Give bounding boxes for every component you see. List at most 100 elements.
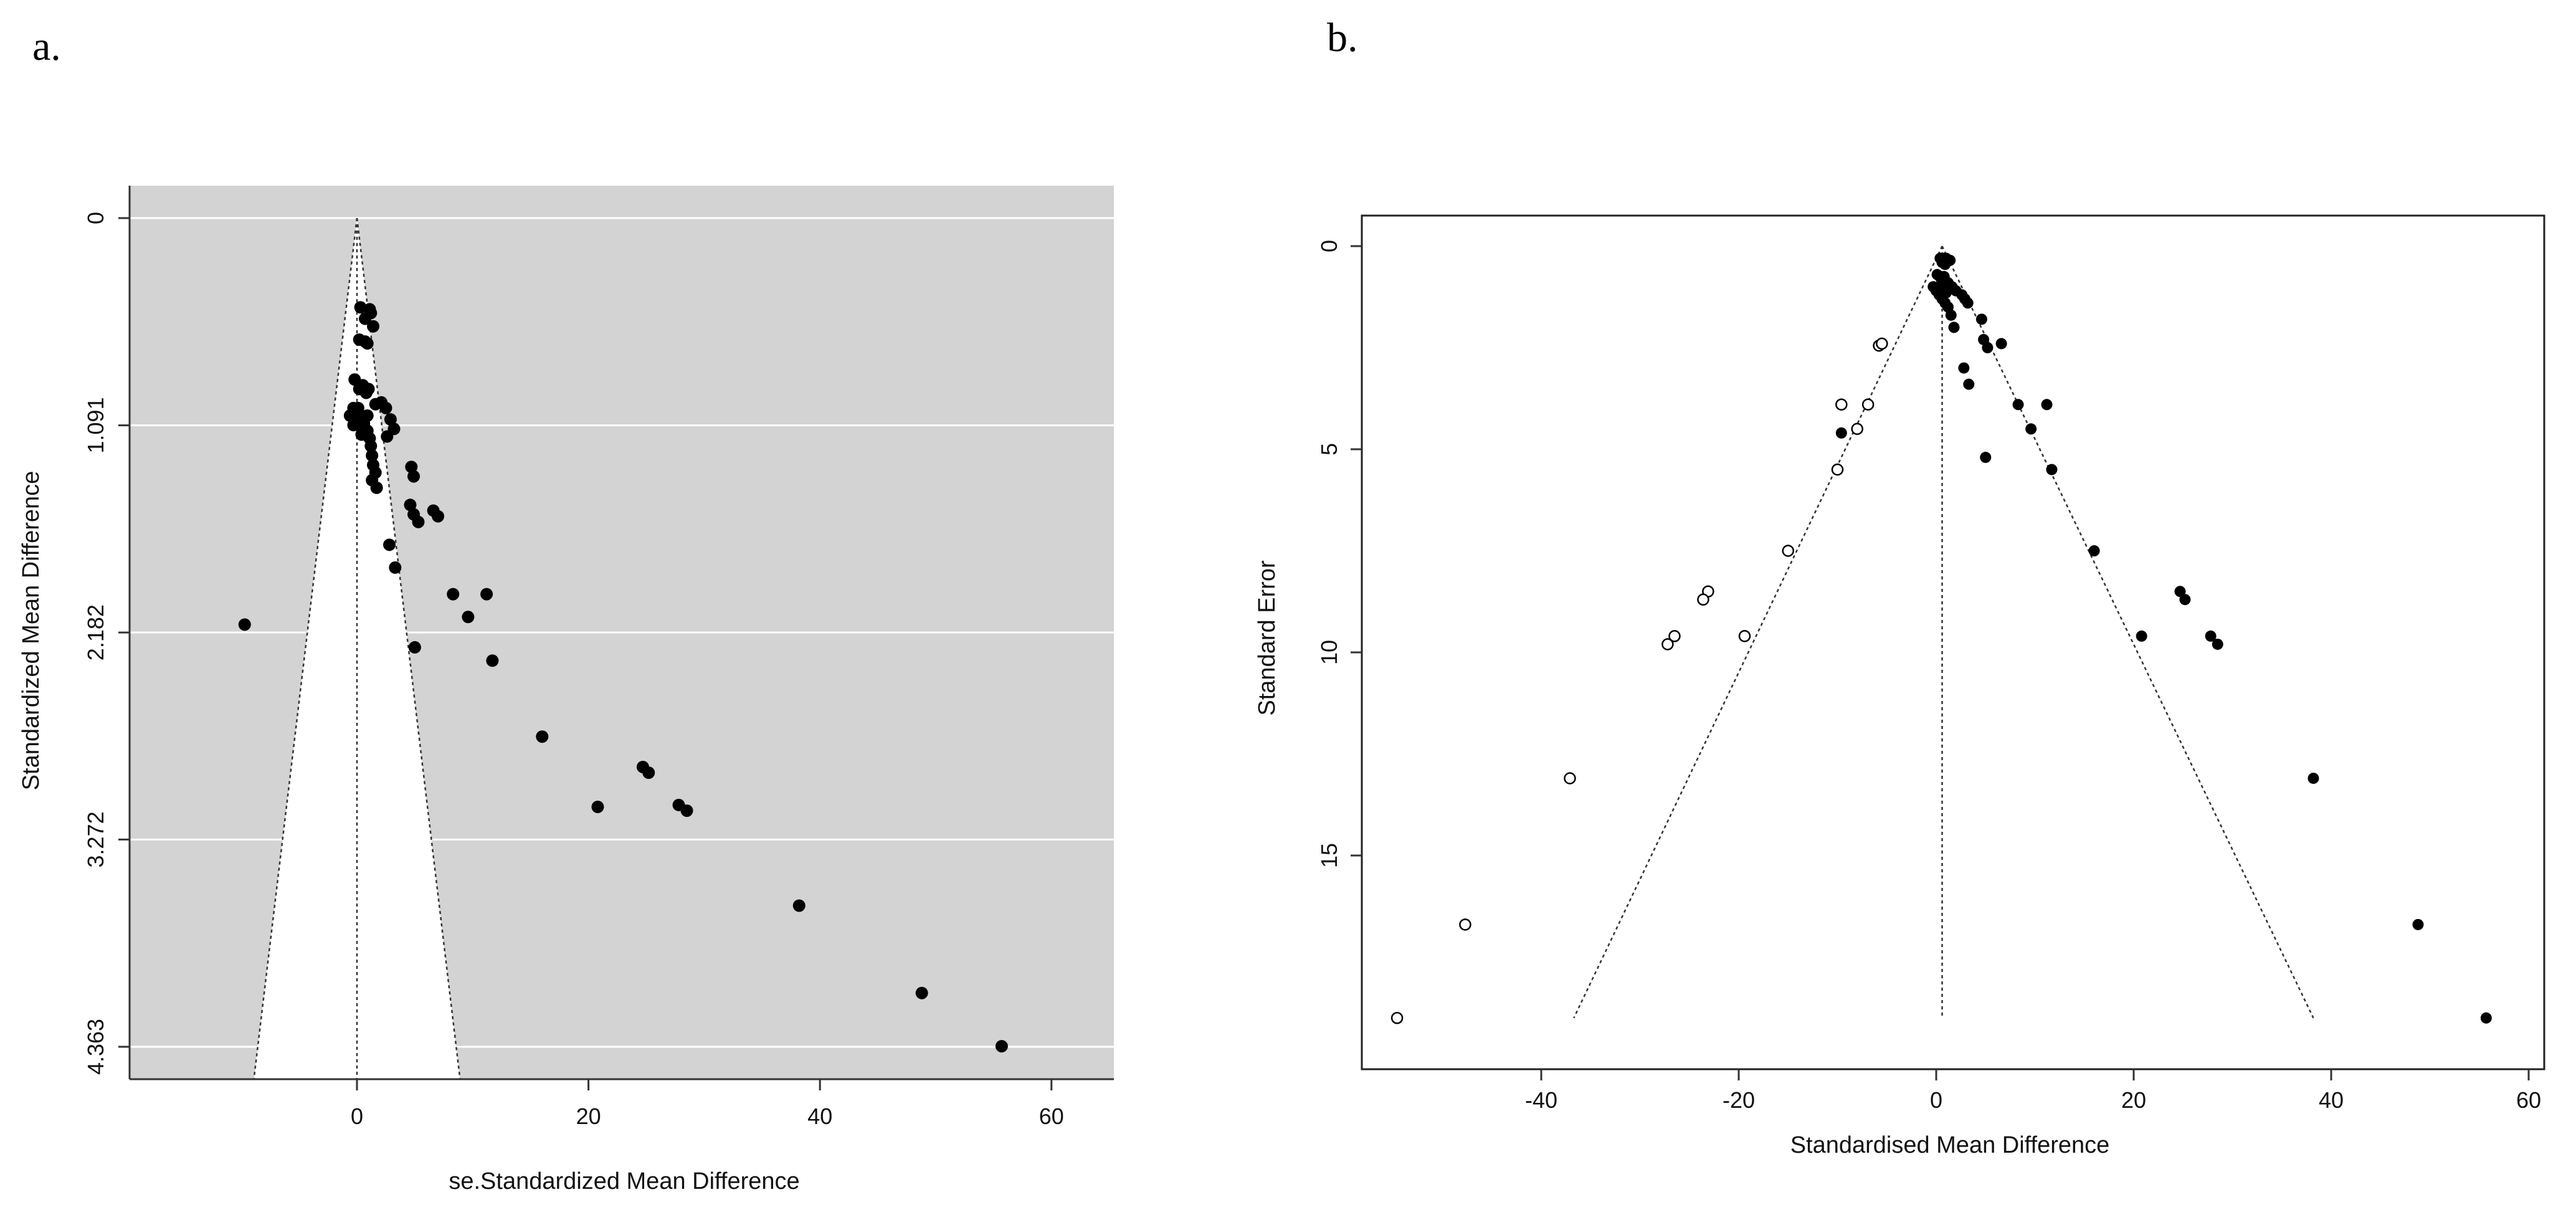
panel-a-data-point — [362, 383, 375, 396]
panel-a-data-point — [404, 498, 417, 512]
panel-b-filled-data-point — [2480, 1012, 2492, 1024]
panel-b-filled-data-point — [1948, 322, 1960, 333]
panel-b-y-tick-label: 0 — [1316, 240, 1342, 252]
panel-a-data-point — [536, 730, 549, 743]
panel-b-x-tick-label: 0 — [1930, 1087, 1942, 1113]
panel-b-y-tick-label: 5 — [1316, 443, 1342, 455]
panel-b-filled-data-point — [1982, 342, 1994, 353]
panel-a-y-tick-label: 1.091 — [83, 398, 108, 454]
panel-a-data-point — [462, 611, 475, 624]
panel-a-data-point — [408, 641, 421, 654]
panel-a-data-point — [591, 800, 604, 813]
panel-a-x-ticks: 0 20 40 60 — [351, 1079, 1064, 1129]
panel-b-open-data-point — [1738, 630, 1751, 642]
panel-a-x-tick-label: 60 — [1039, 1103, 1064, 1129]
panel-a-y-ticks: 0 1.091 2.182 3.272 4.363 — [83, 212, 130, 1075]
panel-b-filled-data-point — [2046, 464, 2058, 475]
panel-b-open-data-point — [1668, 630, 1681, 642]
panel-b-filled-data-point — [2025, 423, 2037, 435]
panel-b-y-tick-label: 15 — [1316, 843, 1342, 868]
panel-b: b. -40 -20 0 20 40 60 0 5 10 15 Standardised Mea… — [1254, 15, 2545, 1158]
panel-a-x-axis-title: se.Standardized Mean Difference — [449, 1168, 799, 1194]
panel-b-filled-data-point — [1963, 378, 1975, 390]
panel-b-x-tick-label: 60 — [2516, 1087, 2541, 1113]
panel-b-x-tick-label: -40 — [1525, 1087, 1557, 1113]
panel-b-filled-data-point — [2307, 773, 2319, 784]
panel-a-data-point — [383, 538, 396, 551]
panel-a-data-point — [364, 439, 378, 452]
panel-a-data-point — [354, 301, 367, 314]
panel-b-filled-data-point — [2179, 594, 2191, 606]
panel-b-filled-data-point — [1995, 338, 2007, 350]
panel-b-filled-data-point — [1835, 427, 1847, 439]
panel-a-data-point — [379, 401, 392, 414]
panel-b-filled-data-point — [2205, 630, 2217, 642]
panel-b-y-ticks: 0 5 10 15 — [1316, 240, 1362, 868]
panel-a-y-axis-title: Standardized Mean Difference — [18, 471, 44, 791]
panel-a-data-point — [480, 588, 493, 601]
panel-b-label: b. — [1327, 15, 1358, 60]
panel-a-y-tick-label: 2.182 — [83, 604, 108, 660]
panel-b-open-data-point — [1697, 593, 1709, 606]
panel-a-label: a. — [32, 24, 61, 69]
panel-b-filled-data-point — [2412, 918, 2424, 930]
panel-a-data-point — [412, 515, 425, 528]
panel-a-data-point — [355, 428, 368, 441]
panel-a-data-point — [915, 986, 928, 999]
panel-a-data-point — [238, 618, 251, 631]
panel-a-points — [238, 301, 1008, 1053]
panel-b-filled-data-point — [1945, 309, 1957, 321]
panel-a-x-tick-label: 40 — [807, 1103, 832, 1129]
panel-b-filled-data-point — [1939, 259, 1951, 270]
panel-b-funnel-left-limit — [1573, 245, 1943, 1019]
panel-a: a. 0 20 40 60 0 1.091 2.182 3.272 4.363 se.Stan… — [18, 24, 1114, 1194]
panel-b-x-tick-label: 40 — [2319, 1087, 2344, 1113]
panel-b-open-data-point — [1459, 918, 1471, 931]
panel-b-x-ticks: -40 -20 0 20 40 60 — [1525, 1069, 2541, 1113]
panel-b-filled-data-point — [1962, 297, 1974, 309]
panel-a-funnel-left-limit — [253, 217, 358, 1079]
panel-b-filled-data-point — [1940, 287, 1952, 298]
panel-b-y-axis-title: Standard Error — [1254, 560, 1280, 716]
panel-b-open-data-point — [1661, 638, 1674, 651]
panel-b-filled-data-point — [2174, 586, 2186, 598]
panel-a-data-point — [792, 899, 806, 912]
panel-a-data-point — [432, 510, 445, 523]
panel-b-x-tick-label: 20 — [2121, 1087, 2146, 1113]
panel-b-plot-frame — [1361, 214, 2545, 1070]
panel-a-y-tick-label: 4.363 — [83, 1019, 108, 1075]
panel-b-filled-data-point — [1958, 362, 1970, 374]
panel-a-data-point — [642, 766, 655, 779]
panel-a-x-tick-label: 0 — [351, 1103, 363, 1129]
panel-a-data-point — [407, 470, 421, 483]
panel-b-filled-data-point — [2136, 630, 2147, 642]
panel-a-data-point — [447, 588, 460, 601]
panel-b-filled-data-point — [1975, 313, 1987, 325]
panel-b-x-tick-label: -20 — [1723, 1087, 1755, 1113]
panel-b-open-data-point — [1390, 1012, 1404, 1024]
panel-a-data-point — [347, 419, 360, 432]
panel-b-open-data-point — [1835, 398, 1848, 411]
panel-a-y-tick-label: 3.272 — [83, 811, 108, 867]
panel-a-data-point — [370, 481, 383, 494]
panel-b-filled-data-point — [1980, 452, 1992, 464]
panel-a-data-point — [361, 409, 374, 422]
panel-a-data-point — [680, 804, 693, 817]
panel-a-data-point — [995, 1040, 1008, 1053]
panel-a-data-point — [389, 561, 402, 574]
panel-a-funnel-right-limit — [356, 217, 461, 1079]
panel-b-open-data-point — [1831, 463, 1844, 476]
panel-a-data-point — [367, 320, 380, 333]
panel-b-open-data-point — [1782, 545, 1794, 557]
panel-a-data-point — [359, 312, 372, 325]
panel-a-x-tick-label: 20 — [576, 1103, 601, 1129]
panel-b-open-data-point — [1876, 337, 1888, 350]
panel-b-filled-data-point — [2041, 399, 2053, 411]
panel-a-data-point — [486, 654, 499, 667]
panel-b-filled-data-point — [2088, 545, 2100, 556]
panel-b-x-axis-title: Standardised Mean Difference — [1790, 1132, 2110, 1158]
panel-b-filled-data-point — [2012, 399, 2024, 411]
panel-a-y-tick-label: 0 — [83, 212, 108, 224]
panel-b-points — [1390, 252, 2492, 1024]
